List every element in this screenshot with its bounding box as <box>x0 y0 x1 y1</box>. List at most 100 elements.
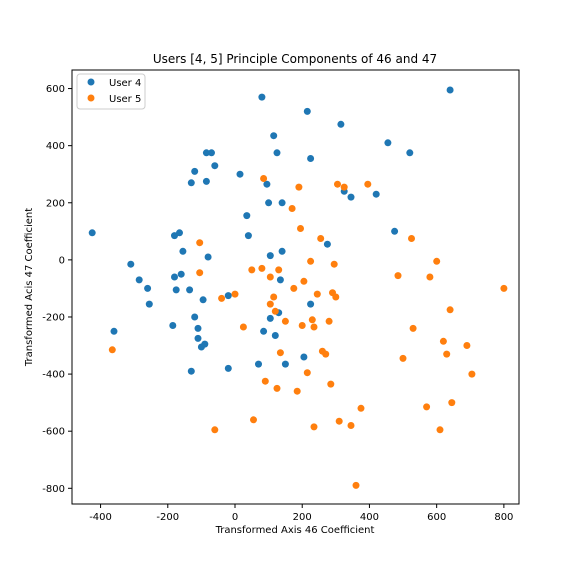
data-point <box>88 229 96 237</box>
data-point <box>340 183 348 191</box>
data-point <box>177 270 185 278</box>
data-point <box>408 235 415 242</box>
data-point <box>231 290 239 298</box>
data-point <box>307 155 315 162</box>
data-point <box>332 293 340 301</box>
legend-label-user-5: User 5 <box>109 94 141 105</box>
data-point <box>308 316 316 324</box>
x-tick-label: -200 <box>156 512 179 523</box>
data-point <box>500 284 508 292</box>
data-point <box>258 264 266 272</box>
data-point <box>347 193 355 201</box>
data-point <box>391 227 399 235</box>
legend-marker-user-5 <box>87 94 95 102</box>
data-point <box>295 183 303 191</box>
data-point <box>176 229 183 237</box>
data-point <box>171 273 178 281</box>
x-tick-label: -400 <box>89 512 112 523</box>
data-point <box>406 149 414 157</box>
data-point <box>218 294 226 302</box>
y-tick-label: 0 <box>59 255 65 266</box>
data-point <box>276 349 284 357</box>
data-point <box>191 167 199 175</box>
data-point <box>426 273 434 281</box>
data-point <box>327 380 335 388</box>
data-point <box>347 422 355 429</box>
x-tick-label: 800 <box>494 512 513 523</box>
data-point <box>108 346 116 354</box>
data-point <box>317 235 325 242</box>
data-point <box>261 377 269 385</box>
data-point <box>196 269 204 277</box>
x-tick-label: 0 <box>232 512 238 523</box>
data-point <box>334 180 341 188</box>
data-point <box>250 416 257 424</box>
data-point <box>278 199 286 207</box>
data-point <box>300 277 308 285</box>
data-point <box>281 317 289 325</box>
x-axis-label: Transformed Axis 46 Coefficient <box>215 525 375 536</box>
legend-label-user-4: User 4 <box>109 78 141 89</box>
series-user-4 <box>88 86 454 375</box>
data-point <box>186 286 194 294</box>
y-axis: -800 -600 -400 -200 0 200 400 600 <box>42 84 72 495</box>
data-point <box>384 139 392 147</box>
data-point <box>337 120 345 128</box>
data-point <box>446 86 454 94</box>
data-point <box>323 240 331 248</box>
y-axis-label: Transformed Acis 47 Coefficient <box>24 208 35 367</box>
data-point <box>110 327 118 335</box>
data-point <box>224 292 232 300</box>
data-point <box>409 324 417 332</box>
data-point <box>297 225 304 232</box>
data-point <box>443 350 451 358</box>
data-point <box>281 360 289 368</box>
data-point <box>288 205 296 212</box>
data-point <box>169 322 177 329</box>
data-point <box>236 170 244 178</box>
data-point <box>335 417 343 425</box>
data-point <box>307 300 315 308</box>
data-point <box>330 260 338 268</box>
data-point <box>265 199 273 207</box>
data-point <box>270 293 278 301</box>
data-point <box>266 252 274 260</box>
data-point <box>266 300 274 308</box>
data-point <box>202 149 210 157</box>
data-point <box>194 334 202 342</box>
legend: User 4 User 5 <box>76 73 146 110</box>
data-point <box>357 404 365 412</box>
data-point <box>243 212 251 220</box>
y-tick-label: -400 <box>42 370 65 381</box>
data-point <box>266 314 274 322</box>
x-tick-label: 200 <box>293 512 312 523</box>
data-point <box>273 149 281 157</box>
data-point <box>293 387 301 395</box>
data-point <box>271 332 279 339</box>
data-point <box>313 290 321 298</box>
data-point <box>372 190 380 198</box>
data-point <box>433 257 441 265</box>
plot-area <box>88 86 508 489</box>
x-tick-label: 400 <box>360 512 379 523</box>
legend-marker-user-4 <box>87 78 95 86</box>
data-point <box>276 276 284 284</box>
data-point <box>446 306 454 314</box>
data-point <box>352 481 360 489</box>
data-point <box>244 232 252 240</box>
data-point <box>310 323 318 331</box>
data-point <box>260 327 268 335</box>
data-point <box>394 272 402 280</box>
data-point <box>208 149 215 157</box>
data-point <box>187 179 195 187</box>
data-point <box>211 426 219 434</box>
y-tick-label: -800 <box>42 484 65 495</box>
data-point <box>135 276 143 284</box>
y-tick-label: 200 <box>46 198 65 209</box>
data-point <box>436 426 444 434</box>
x-tick-label: 600 <box>427 512 446 523</box>
data-point <box>260 175 268 182</box>
data-point <box>300 353 308 361</box>
data-point <box>204 253 212 261</box>
data-point <box>439 337 447 345</box>
